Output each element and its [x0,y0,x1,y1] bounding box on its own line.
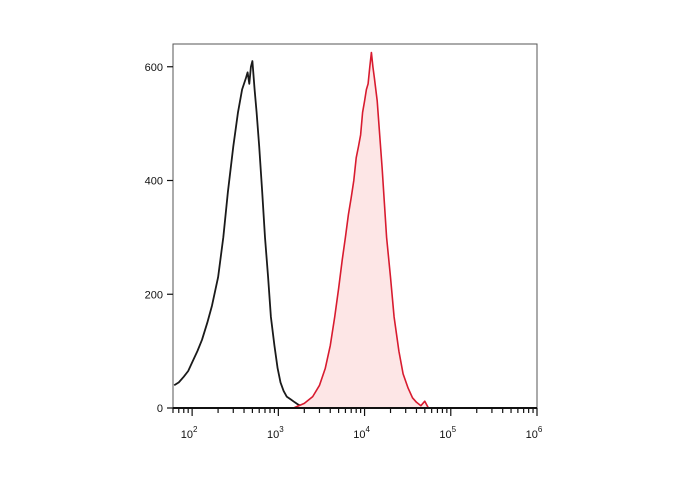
series-1-area [293,52,429,408]
x-tick-label: 105 [439,425,456,441]
y-tick-label: 0 [157,403,163,415]
series-layer [173,51,430,409]
y-tick-label: 400 [145,176,163,188]
x-tick-label: 106 [526,425,543,441]
x-axis-ticks: 102 103 104 105 106 [172,408,543,441]
y-tick-label: 600 [145,62,163,74]
y-tick-label: 200 [145,289,163,301]
series-0-line [173,60,307,409]
y-axis-ticks: 0 200 400 600 [145,62,173,415]
series-1-line [293,51,430,409]
x-tick-label: 102 [181,425,198,441]
x-tick-label: 104 [353,425,370,441]
x-tick-label: 103 [267,425,284,441]
